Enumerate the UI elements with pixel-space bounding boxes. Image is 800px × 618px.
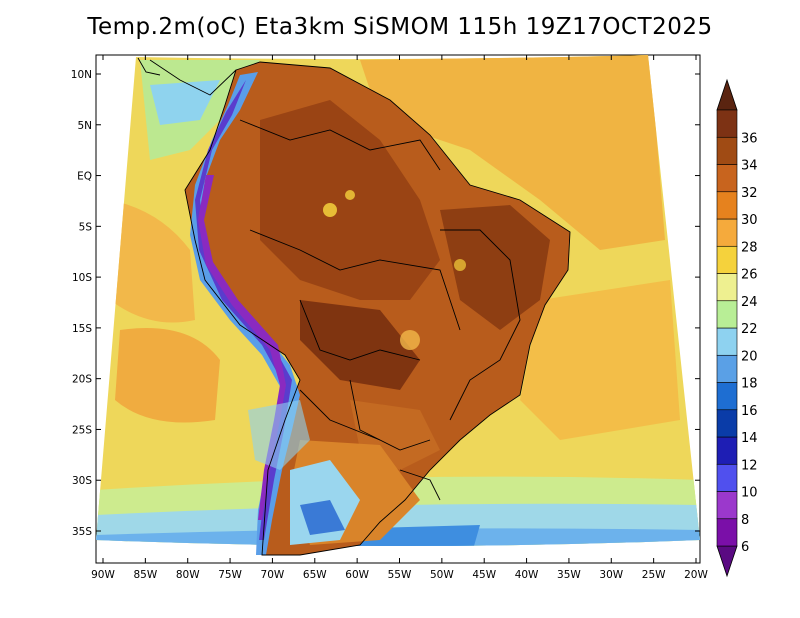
lon-tick-label: 25W [642,569,666,581]
lat-tick-label: 10S [72,272,92,284]
colorbar-segment [716,109,738,138]
lon-tick-label: 45W [472,569,496,581]
political-boundaries [137,57,571,556]
latitude-axis: 10N 5N EQ 5S 10S 15S 20S 25S 30S 35S [71,69,700,538]
colorbar-label: 8 [741,513,749,528]
colorbar-label: 36 [741,131,758,146]
colorbar-label: 30 [741,213,758,228]
lon-tick-label: 35W [557,569,581,581]
lat-tick-label: EQ [77,171,92,183]
colorbar-segment [716,327,738,356]
lon-tick-label: 50W [430,569,454,581]
lon-tick-label: 20W [684,569,708,581]
colorbar-label: 18 [741,377,758,392]
lat-tick-label: 20S [72,374,92,386]
colorbar-segment [716,218,738,247]
colorbar-segment [716,463,738,492]
lon-tick-label: 90W [91,569,115,581]
lon-tick-label: 65W [303,569,327,581]
lat-tick-label: 10N [71,69,92,81]
colorbar-high-arrow [716,78,738,111]
colorbar-label: 6 [741,540,749,555]
lat-tick-label: 5N [77,120,92,132]
lat-tick-label: 30S [72,475,92,487]
lon-tick-label: 80W [176,569,200,581]
colorbar-low-arrow [716,545,738,578]
lat-tick-label: 5S [79,221,93,233]
colorbar-segment [716,300,738,329]
colorbar-segment [716,191,738,220]
lon-tick-label: 60W [345,569,369,581]
colorbar-segment [716,136,738,165]
lon-tick-label: 30W [599,569,623,581]
lon-tick-label: 40W [515,569,539,581]
colorbar-label: 10 [741,486,758,501]
andes-cold-strip [190,72,310,555]
colorbar-segment [716,436,738,465]
longitude-axis: 90W 85W 80W 75W 70W 65W 60W 55W 50W 45W 40W 35W 30W 2… [91,55,708,581]
colorbar-label: 12 [741,458,758,473]
lon-tick-label: 70W [261,569,285,581]
colorbar-label: 28 [741,240,758,255]
colorbar-label: 34 [741,159,758,174]
lat-tick-label: 15S [72,323,92,335]
colorbar-label: 32 [741,186,758,201]
colorbar-label: 24 [741,295,758,310]
lat-tick-label: 25S [72,424,92,436]
colorbar-label: 22 [741,322,758,337]
colorbar-segment [716,491,738,520]
colorbar-segment [716,245,738,274]
lon-tick-label: 55W [388,569,412,581]
colorbar-segment [716,409,738,438]
colorbar-segment [716,273,738,302]
colorbar-label: 20 [741,349,758,364]
colorbar-segment [716,164,738,193]
colorbar-label: 14 [741,431,758,446]
lon-tick-label: 75W [218,569,242,581]
map-title: Temp.2m(oC) Eta3km SiSMOM 115h 19Z17OCT2… [87,14,713,40]
colorbar-segment [716,382,738,411]
colorbar-segment [716,518,738,547]
colorbar: 6 8 10 12 14 16 18 20 22 24 26 28 30 32 34 36 [716,78,758,578]
lat-tick-label: 35S [72,526,92,538]
colorbar-label: 16 [741,404,758,419]
colorbar-segment [716,354,738,383]
lon-tick-label: 85W [133,569,157,581]
colorbar-label: 26 [741,268,758,283]
